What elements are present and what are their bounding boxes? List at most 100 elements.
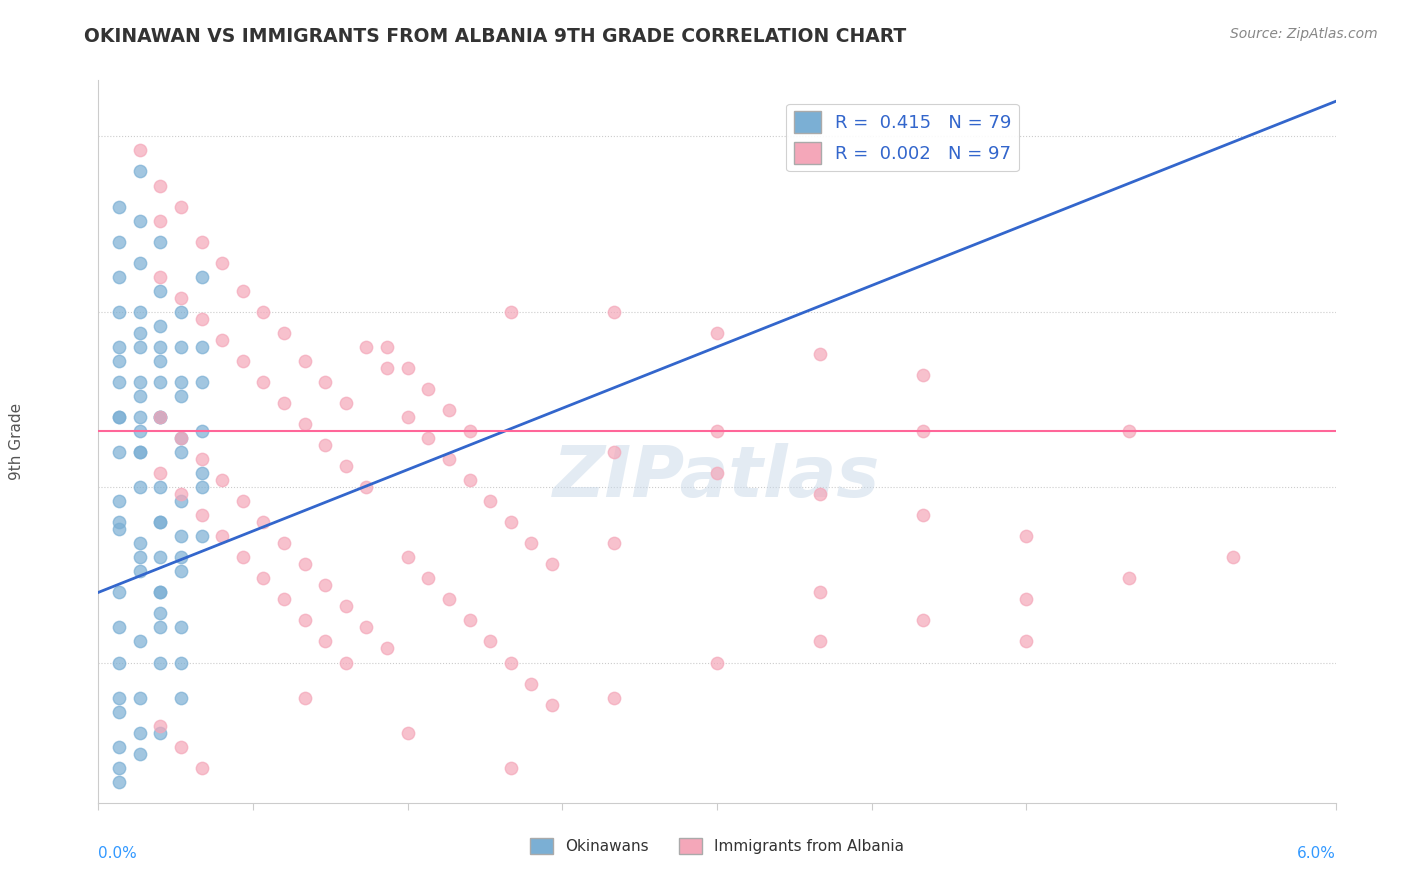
Point [912,368,935,382]
Point [128,213,150,227]
Point [128,480,150,494]
Point [170,375,193,389]
Point [108,445,131,459]
Point [211,473,233,487]
Point [603,445,626,459]
Point [1015,592,1038,607]
Point [912,508,935,523]
Point [1015,634,1038,648]
Point [190,424,212,438]
Point [170,487,193,501]
Point [232,550,254,565]
Point [1118,571,1140,585]
Point [149,515,172,529]
Point [335,396,357,410]
Point [149,718,172,732]
Point [706,656,728,670]
Point [912,424,935,438]
Point [418,431,440,445]
Point [149,213,172,227]
Point [520,536,543,550]
Point [149,235,172,249]
Point [149,318,172,333]
Point [190,375,212,389]
Point [170,656,193,670]
Point [149,409,172,424]
Point [458,473,481,487]
Point [128,564,150,578]
Point [149,607,172,621]
Point [706,466,728,480]
Point [170,431,193,445]
Point [149,340,172,354]
Point [294,417,316,431]
Point [252,305,274,319]
Point [149,656,172,670]
Point [149,620,172,634]
Point [356,620,378,634]
Point [108,305,131,319]
Point [170,340,193,354]
Point [149,480,172,494]
Point [128,445,150,459]
Text: 6.0%: 6.0% [1296,847,1336,861]
Point [294,354,316,368]
Point [128,326,150,340]
Point [108,585,131,599]
Point [437,592,460,607]
Point [149,284,172,298]
Point [108,515,131,529]
Point [418,382,440,396]
Text: 0.0%: 0.0% [98,847,138,861]
Point [356,340,378,354]
Point [190,508,212,523]
Point [499,515,522,529]
Point [396,725,419,739]
Point [108,340,131,354]
Point [149,354,172,368]
Point [128,725,150,739]
Y-axis label: 9th Grade: 9th Grade [10,403,24,480]
Point [108,761,131,775]
Point [252,375,274,389]
Point [294,614,316,628]
Point [170,200,193,214]
Point [170,550,193,565]
Point [108,739,131,754]
Point [170,529,193,543]
Point [437,403,460,417]
Point [128,536,150,550]
Point [232,494,254,508]
Point [912,614,935,628]
Point [108,354,131,368]
Point [108,522,131,536]
Point [170,690,193,705]
Point [1222,550,1244,565]
Point [375,340,398,354]
Point [375,641,398,656]
Point [335,459,357,474]
Point [170,739,193,754]
Point [128,255,150,269]
Point [1118,424,1140,438]
Point [128,747,150,761]
Text: OKINAWAN VS IMMIGRANTS FROM ALBANIA 9TH GRADE CORRELATION CHART: OKINAWAN VS IMMIGRANTS FROM ALBANIA 9TH … [84,27,907,45]
Point [396,550,419,565]
Point [294,690,316,705]
Point [149,409,172,424]
Point [706,326,728,340]
Point [108,494,131,508]
Point [108,269,131,284]
Point [149,178,172,193]
Point [232,284,254,298]
Point [808,585,831,599]
Point [149,585,172,599]
Point [170,620,193,634]
Point [232,354,254,368]
Point [418,571,440,585]
Point [273,536,295,550]
Point [108,690,131,705]
Point [108,200,131,214]
Point [128,424,150,438]
Point [149,466,172,480]
